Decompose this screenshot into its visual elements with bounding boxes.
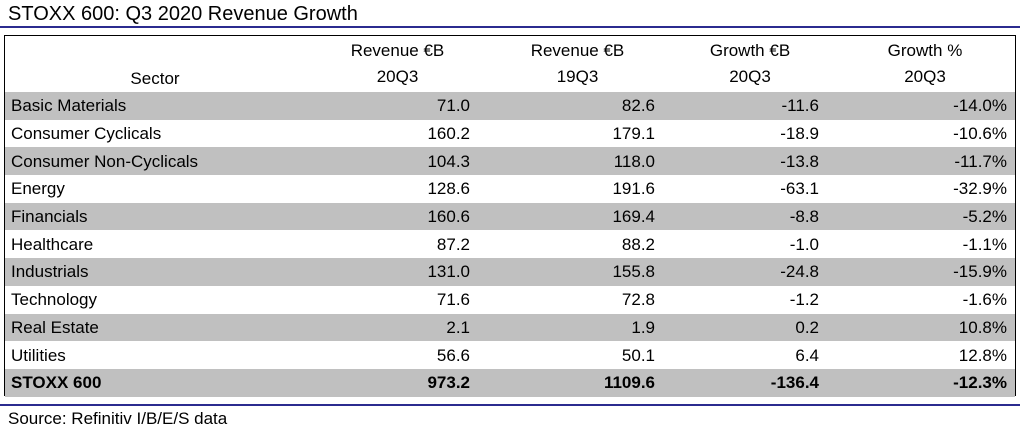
header-line1: Revenue €B: [350, 41, 445, 60]
value-cell-rev20: 87.2: [436, 234, 470, 254]
table-row: Financials 160.6 169.4 -8.8 -5.2%: [5, 202, 1015, 231]
value-cell-rev19: 179.1: [612, 124, 655, 144]
value-cell-growth: -63.1: [780, 179, 819, 199]
revenue-table: Sector Revenue €B 20Q3 Revenue €B 19Q3 G…: [5, 36, 1015, 397]
value-cell-rev20: 2.1: [305, 313, 490, 342]
value-cell-growth: -1.2: [789, 290, 819, 310]
header-line2: 20Q3: [904, 67, 946, 86]
sector-cell: Financials: [5, 202, 305, 231]
value-cell-rev19: 118.0: [490, 147, 665, 176]
value-cell-rev19: 191.6: [612, 179, 655, 199]
value-cell-rev19: 82.6: [490, 92, 665, 120]
value-cell-rev20: 104.3: [305, 147, 490, 176]
value-cell-rev20: 128.6: [427, 179, 470, 199]
sector-cell: Healthcare: [11, 234, 94, 254]
value-cell-growth: -1.0: [789, 234, 819, 254]
value-cell-rev19: 1109.6: [490, 368, 665, 397]
table-row: Basic Materials 71.0 82.6 -11.6 -14.0%: [5, 92, 1015, 120]
table-row: Energy 128.6 191.6 -63.1 -32.9%: [5, 175, 1015, 203]
sector-cell: Real Estate: [5, 313, 305, 342]
value-cell-rev19: 50.1: [621, 345, 655, 365]
footer-rule: [0, 404, 1020, 406]
header-sector: Sector: [130, 69, 180, 88]
value-cell-rev20: 973.2: [305, 368, 490, 397]
value-cell-rev19: 88.2: [621, 234, 655, 254]
sector-cell: STOXX 600: [5, 368, 305, 397]
table-row: Technology 71.6 72.8 -1.2 -1.6%: [5, 286, 1015, 314]
sector-cell: Technology: [11, 290, 98, 310]
sector-cell: Energy: [11, 179, 65, 199]
sector-cell: Consumer Non-Cyclicals: [5, 147, 305, 176]
sector-cell: Consumer Cyclicals: [11, 124, 162, 144]
value-cell-pct: -32.9%: [953, 179, 1007, 199]
table-row: Real Estate 2.1 1.9 0.2 10.8%: [5, 313, 1015, 342]
value-cell-growth: -13.8: [665, 147, 835, 176]
table-row: Consumer Cyclicals 160.2 179.1 -18.9 -10.6%: [5, 120, 1015, 148]
title-rule: [0, 26, 1020, 28]
value-cell-rev19: 169.4: [490, 202, 665, 231]
table-row: Utilities 56.6 50.1 6.4 12.8%: [5, 341, 1015, 369]
value-cell-growth: -8.8: [665, 202, 835, 231]
header-line1: Revenue €B: [530, 41, 625, 60]
value-cell-pct: 10.8%: [835, 313, 1015, 342]
header-line1: Growth %: [887, 41, 963, 60]
page-title: STOXX 600: Q3 2020 Revenue Growth: [8, 3, 358, 25]
header-growth-pct: Growth % 20Q3: [835, 36, 1015, 92]
header-revenue-20q3: Revenue €B 20Q3: [305, 36, 490, 92]
value-cell-rev20: 160.6: [305, 202, 490, 231]
value-cell-pct: 12.8%: [958, 345, 1007, 365]
value-cell-pct: -1.6%: [962, 290, 1007, 310]
table-row: Consumer Non-Cyclicals 104.3 118.0 -13.8 -11…: [5, 147, 1015, 176]
header-growth-eur: Growth €B 20Q3: [665, 36, 835, 92]
source-note: Source: Refinitiv I/B/E/S data: [8, 409, 228, 428]
value-cell-rev20: 71.6: [436, 290, 470, 310]
value-cell-growth: -24.8: [665, 258, 835, 286]
table-row: Healthcare 87.2 88.2 -1.0 -1.1%: [5, 230, 1015, 258]
table-header-row: Sector Revenue €B 20Q3 Revenue €B 19Q3 G…: [5, 36, 1015, 92]
header-line2: 20Q3: [376, 67, 419, 86]
value-cell-rev19: 1.9: [490, 313, 665, 342]
value-cell-pct: -1.1%: [962, 234, 1007, 254]
value-cell-rev20: 160.2: [427, 124, 470, 144]
value-cell-rev19: 155.8: [490, 258, 665, 286]
value-cell-growth: -18.9: [780, 124, 819, 144]
header-line2: 20Q3: [729, 67, 771, 86]
revenue-table-frame: Sector Revenue €B 20Q3 Revenue €B 19Q3 G…: [4, 35, 1016, 397]
value-cell-pct: -5.2%: [835, 202, 1015, 231]
header-line2: 19Q3: [556, 67, 599, 86]
sector-cell: Basic Materials: [5, 92, 305, 120]
value-cell-growth: -136.4: [665, 368, 835, 397]
value-cell-pct: -10.6%: [953, 124, 1007, 144]
value-cell-growth: 0.2: [665, 313, 835, 342]
value-cell-rev20: 56.6: [436, 345, 470, 365]
sector-cell: Utilities: [11, 345, 66, 365]
value-cell-rev20: 131.0: [305, 258, 490, 286]
value-cell-pct: -11.7%: [835, 147, 1015, 176]
header-revenue-19q3: Revenue €B 19Q3: [490, 36, 665, 92]
table-row: Industrials 131.0 155.8 -24.8 -15.9%: [5, 258, 1015, 286]
value-cell-pct: -15.9%: [835, 258, 1015, 286]
value-cell-pct: -12.3%: [835, 368, 1015, 397]
header-line1: Growth €B: [709, 41, 791, 60]
sector-cell: Industrials: [5, 258, 305, 286]
value-cell-rev19: 72.8: [621, 290, 655, 310]
value-cell-pct: -14.0%: [835, 92, 1015, 120]
value-cell-growth: -11.6: [665, 92, 835, 120]
value-cell-growth: 6.4: [795, 345, 819, 365]
table-total-row: STOXX 600 973.2 1109.6 -136.4 -12.3%: [5, 368, 1015, 397]
value-cell-rev20: 71.0: [305, 92, 490, 120]
